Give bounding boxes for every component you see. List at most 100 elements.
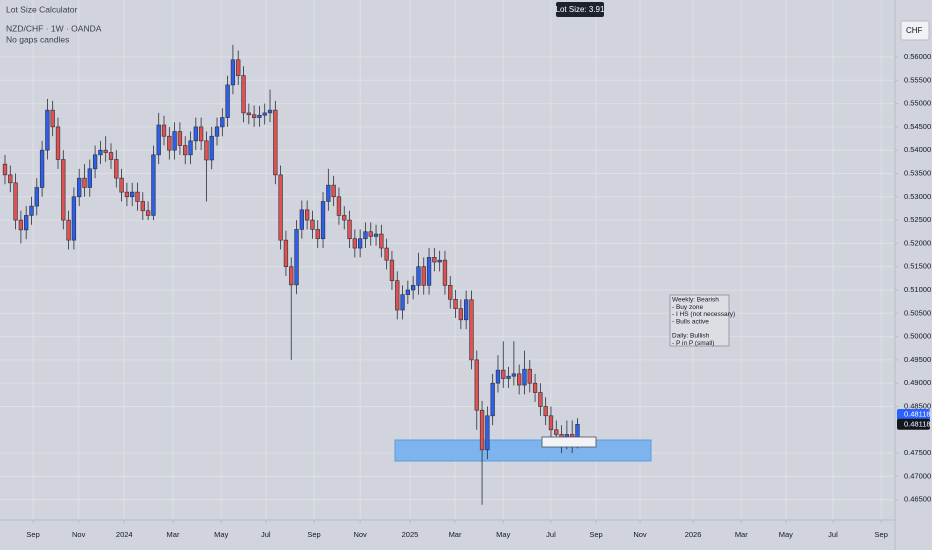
candle-body bbox=[368, 231, 373, 237]
note-line: - Bulls active bbox=[672, 318, 709, 325]
note-box bbox=[669, 294, 730, 347]
indicator-name: Lot Size Calculator bbox=[6, 4, 78, 14]
candle-body bbox=[352, 238, 357, 249]
y-tick-label: 0.55500 bbox=[904, 75, 931, 84]
candle-body bbox=[543, 406, 548, 417]
candle-body bbox=[538, 392, 543, 407]
candle-body bbox=[145, 210, 151, 216]
candle-body bbox=[193, 126, 198, 142]
candle-body bbox=[257, 114, 262, 118]
y-tick-label: 0.51500 bbox=[904, 262, 931, 271]
candle-body bbox=[204, 140, 209, 161]
candle-body bbox=[511, 373, 517, 377]
candle-body bbox=[77, 177, 82, 198]
x-tick-label: 2025 bbox=[402, 530, 419, 539]
lot-size-badge bbox=[556, 2, 604, 17]
candle-body bbox=[304, 209, 310, 221]
candle-body bbox=[501, 369, 506, 379]
candle-body bbox=[474, 359, 479, 411]
candles bbox=[2, 44, 580, 505]
x-tick-label: May bbox=[779, 530, 793, 539]
axes: 0.46500 0.47000 0.47500 0.48500 0.49000 0.495… bbox=[26, 52, 931, 539]
candle-body bbox=[188, 140, 193, 156]
y-tick-label: 0.51000 bbox=[904, 285, 931, 294]
y-tick-label: 0.50000 bbox=[904, 332, 931, 341]
candle-body bbox=[294, 229, 299, 286]
candle-body bbox=[389, 259, 395, 281]
candle-body bbox=[464, 299, 469, 321]
candle-body bbox=[151, 154, 156, 216]
candle-body bbox=[13, 182, 18, 221]
x-tick-label: Nov bbox=[633, 530, 647, 539]
candle-body bbox=[517, 373, 522, 386]
subtitle: No gaps candles bbox=[6, 34, 69, 44]
candle-body bbox=[214, 126, 220, 137]
candle-body bbox=[336, 196, 342, 216]
candle-body bbox=[50, 109, 55, 128]
note-line: Weekly: Bearish bbox=[672, 297, 719, 304]
note-line: Daily: Bullish bbox=[672, 333, 710, 340]
candle-body bbox=[18, 219, 24, 231]
y-tick-label: 0.47500 bbox=[904, 448, 931, 457]
x-tick-label: Nov bbox=[72, 530, 86, 539]
symbol: NZD/CHF · 1W · OANDA bbox=[6, 23, 102, 33]
candle-body bbox=[167, 135, 172, 151]
y-tick-label: 0.53000 bbox=[904, 192, 931, 201]
candle-body bbox=[485, 415, 490, 451]
candle-body bbox=[421, 266, 426, 286]
candle-body bbox=[527, 368, 532, 384]
y-tick-label: 0.56000 bbox=[904, 52, 931, 61]
x-tick-label: May bbox=[214, 530, 228, 539]
x-tick-label: Sep bbox=[26, 530, 39, 539]
candle-body bbox=[262, 112, 267, 116]
x-tick-label: Sep bbox=[307, 530, 320, 539]
candle-body bbox=[426, 257, 432, 286]
y-tick-label: 0.54000 bbox=[904, 145, 931, 154]
lot-size-label: Lot Size: 3.91 bbox=[556, 5, 605, 14]
candle-body bbox=[479, 409, 485, 451]
candle-body bbox=[267, 109, 273, 114]
x-tick-label: Jul bbox=[546, 530, 556, 539]
buy-zone bbox=[394, 439, 652, 462]
candle-body bbox=[458, 308, 464, 321]
y-tick-label: 0.52500 bbox=[904, 215, 931, 224]
candle-body bbox=[246, 112, 251, 116]
y-tick-label: 0.48500 bbox=[904, 401, 931, 410]
candle-body bbox=[98, 149, 103, 156]
candle-body bbox=[442, 259, 448, 286]
candle-body bbox=[548, 415, 554, 431]
candle-body bbox=[225, 84, 230, 118]
candle-body bbox=[315, 229, 320, 240]
candle-body bbox=[209, 135, 214, 161]
candle-body bbox=[230, 59, 236, 86]
candle-body bbox=[29, 205, 34, 216]
candle-body bbox=[61, 159, 66, 221]
x-tick-label: Mar bbox=[735, 530, 748, 539]
price-label: 0.48118 bbox=[904, 419, 931, 428]
candle-body bbox=[177, 131, 183, 146]
candle-body bbox=[87, 168, 92, 188]
candle-body bbox=[220, 117, 225, 128]
candle-body bbox=[357, 238, 363, 249]
candle-body bbox=[34, 187, 39, 207]
candle-body bbox=[299, 209, 304, 230]
x-tick-label: 2024 bbox=[116, 530, 133, 539]
y-tick-label: 0.54500 bbox=[904, 122, 931, 131]
candle-body bbox=[66, 219, 71, 241]
candle-body bbox=[130, 191, 135, 198]
x-tick-label: Jul bbox=[828, 530, 838, 539]
candle-body bbox=[45, 109, 50, 151]
candle-body bbox=[8, 174, 13, 184]
x-tick-label: Sep bbox=[875, 530, 888, 539]
candle-body bbox=[554, 429, 559, 435]
candle-body bbox=[310, 219, 315, 230]
candle-body bbox=[432, 257, 437, 263]
candle-body bbox=[410, 285, 416, 291]
candle-body bbox=[532, 382, 538, 393]
y-tick-label: 0.53500 bbox=[904, 168, 931, 177]
candle-body bbox=[363, 231, 368, 240]
